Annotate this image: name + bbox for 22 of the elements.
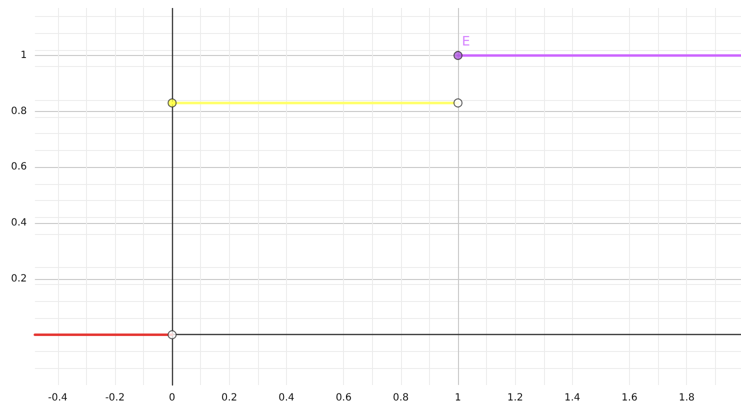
x-tick-label: 1.8 bbox=[678, 392, 695, 404]
x-tick-label: 0.4 bbox=[278, 392, 294, 404]
y-tick-label: 0.4 bbox=[10, 218, 27, 229]
y-tick-label: 0.2 bbox=[10, 273, 27, 284]
point bbox=[454, 50, 462, 60]
x-tick-label: 1 bbox=[454, 392, 462, 404]
x-tick-label: 0.8 bbox=[392, 392, 409, 404]
x-tick-label: -0.4 bbox=[48, 392, 68, 404]
point bbox=[168, 98, 177, 108]
x-tick-label: 0.2 bbox=[221, 392, 238, 404]
y-tick-label: 0.6 bbox=[10, 162, 27, 173]
x-tick-label: 1.6 bbox=[622, 392, 638, 404]
x-tick-label: -0.2 bbox=[105, 392, 125, 404]
x-tick-label: 0.6 bbox=[336, 392, 352, 404]
y-tick-label: 0.8 bbox=[10, 106, 27, 117]
y-tick-label: 1 bbox=[20, 50, 27, 61]
x-tick-label: 0 bbox=[168, 392, 176, 404]
annotation: E bbox=[462, 34, 470, 50]
point bbox=[454, 98, 462, 108]
point bbox=[168, 330, 177, 340]
x-tick-label: 1.4 bbox=[564, 392, 580, 404]
x-tick-label: 1.2 bbox=[507, 392, 524, 404]
